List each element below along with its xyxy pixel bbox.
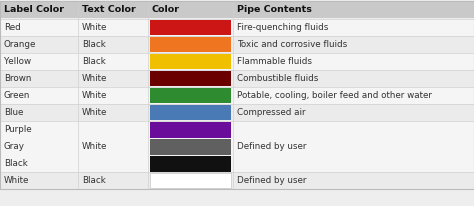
Text: Yellow: Yellow bbox=[4, 57, 31, 66]
Bar bbox=[148, 19, 233, 36]
Text: Black: Black bbox=[82, 57, 106, 66]
Text: Text Color: Text Color bbox=[82, 5, 136, 14]
Bar bbox=[78, 172, 148, 189]
Bar bbox=[233, 19, 474, 36]
Text: White: White bbox=[82, 91, 108, 100]
Text: Defined by user: Defined by user bbox=[237, 142, 307, 151]
Text: Orange: Orange bbox=[4, 40, 36, 49]
Bar bbox=[78, 121, 148, 172]
Text: Brown: Brown bbox=[4, 74, 31, 83]
Bar bbox=[233, 1, 474, 18]
Bar bbox=[150, 71, 231, 86]
Bar bbox=[0, 70, 78, 87]
Bar bbox=[78, 53, 148, 70]
Bar bbox=[150, 37, 231, 52]
Text: Black: Black bbox=[82, 40, 106, 49]
Text: White: White bbox=[4, 176, 29, 185]
Bar bbox=[0, 87, 78, 104]
Bar bbox=[0, 121, 78, 172]
Text: White: White bbox=[82, 23, 108, 32]
Bar bbox=[78, 87, 148, 104]
Bar bbox=[78, 70, 148, 87]
Bar bbox=[78, 104, 148, 121]
Bar bbox=[78, 36, 148, 53]
Bar bbox=[78, 19, 148, 36]
Text: Gray: Gray bbox=[4, 142, 25, 151]
Text: Color: Color bbox=[152, 5, 180, 14]
Text: White: White bbox=[82, 142, 108, 151]
Bar bbox=[0, 1, 78, 18]
Bar bbox=[148, 121, 233, 172]
Bar bbox=[233, 53, 474, 70]
Text: Blue: Blue bbox=[4, 108, 23, 117]
Bar bbox=[233, 36, 474, 53]
Bar bbox=[150, 20, 231, 35]
Bar bbox=[148, 53, 233, 70]
Bar bbox=[0, 172, 78, 189]
Bar bbox=[233, 70, 474, 87]
Bar bbox=[150, 88, 231, 103]
Bar bbox=[148, 172, 233, 189]
Bar bbox=[233, 87, 474, 104]
Bar bbox=[150, 173, 231, 188]
Bar bbox=[0, 53, 78, 70]
Bar bbox=[148, 104, 233, 121]
Text: Potable, cooling, boiler feed and other water: Potable, cooling, boiler feed and other … bbox=[237, 91, 432, 100]
Bar bbox=[148, 87, 233, 104]
Bar bbox=[0, 19, 78, 36]
Text: Label Color: Label Color bbox=[4, 5, 64, 14]
Bar bbox=[233, 121, 474, 172]
Text: Toxic and corrosive fluids: Toxic and corrosive fluids bbox=[237, 40, 347, 49]
Text: Pipe Contents: Pipe Contents bbox=[237, 5, 312, 14]
Bar bbox=[150, 54, 231, 69]
Text: Black: Black bbox=[4, 159, 28, 168]
Text: Compressed air: Compressed air bbox=[237, 108, 306, 117]
Bar bbox=[0, 36, 78, 53]
Bar bbox=[233, 104, 474, 121]
Bar bbox=[148, 1, 233, 18]
Bar bbox=[150, 105, 231, 120]
Bar bbox=[0, 104, 78, 121]
Text: Green: Green bbox=[4, 91, 30, 100]
Text: Defined by user: Defined by user bbox=[237, 176, 307, 185]
Bar bbox=[150, 156, 231, 172]
Text: Combustible fluids: Combustible fluids bbox=[237, 74, 319, 83]
Text: Flammable fluids: Flammable fluids bbox=[237, 57, 312, 66]
Bar bbox=[150, 122, 231, 138]
Text: Fire-quenching fluids: Fire-quenching fluids bbox=[237, 23, 328, 32]
Bar bbox=[148, 36, 233, 53]
Bar bbox=[233, 172, 474, 189]
Text: White: White bbox=[82, 108, 108, 117]
Text: Black: Black bbox=[82, 176, 106, 185]
Text: Purple: Purple bbox=[4, 125, 32, 134]
Bar bbox=[150, 139, 231, 155]
Bar bbox=[78, 1, 148, 18]
Bar bbox=[148, 70, 233, 87]
Text: White: White bbox=[82, 74, 108, 83]
Text: Red: Red bbox=[4, 23, 21, 32]
